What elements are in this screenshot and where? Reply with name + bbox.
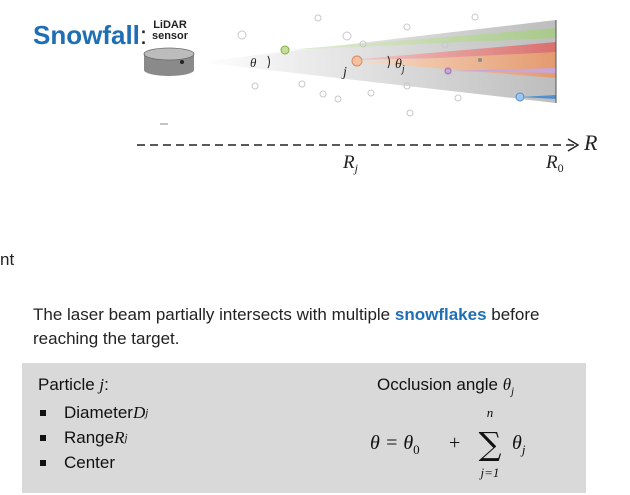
snowflake: [314, 14, 322, 22]
occlusion-formula: θ = θ0 + n ∑ j=1 θj: [370, 405, 526, 480]
snowflake: [406, 109, 414, 117]
theta-j-label: θj: [395, 57, 405, 75]
bullet-icon: [40, 459, 46, 466]
snowflake: [492, 27, 500, 35]
sum-sign: ∑: [479, 425, 502, 463]
bullet-icon: [40, 434, 46, 441]
lidar-sensor-icon: [143, 47, 195, 76]
snowflakes-highlight: snowflakes: [394, 305, 487, 324]
snowflake: [454, 94, 462, 102]
snowflake: [251, 82, 259, 90]
range-r0-label: R0: [545, 152, 564, 175]
snowflake-small: [478, 58, 482, 62]
beam-blue: [520, 95, 556, 99]
sensor-label-line1: LiDAR: [153, 19, 187, 31]
theta-label: θ: [250, 55, 257, 70]
snowflake-purple: [444, 67, 452, 75]
snowflakes: [237, 13, 500, 117]
snowflake: [471, 13, 479, 21]
list-item: Center: [40, 450, 148, 475]
snowflake: [367, 89, 375, 97]
particle-j-label: j: [341, 65, 347, 80]
range-rj-label: Rj: [342, 152, 359, 175]
occlusion-heading: Occlusion angle θj: [377, 375, 515, 398]
snowflake: [359, 40, 367, 48]
snowflake: [403, 82, 411, 90]
theta-arc: [267, 55, 270, 69]
formula-lhs: θ = θ0: [370, 432, 420, 457]
particle-heading: Particle j:: [38, 375, 109, 394]
bullet-icon: [40, 409, 46, 416]
sum-lower-limit: j=1: [479, 465, 500, 480]
beam-purple: [448, 68, 556, 73]
snowflake-green: [280, 45, 290, 55]
snowflake: [319, 90, 327, 98]
cropped-edge-text: nt: [0, 250, 15, 269]
snowflake: [298, 80, 306, 88]
snowflake-j: [351, 55, 363, 67]
formula-term: θj: [512, 432, 526, 457]
snowflake: [334, 95, 342, 103]
snowflake: [342, 31, 352, 41]
snowflake: [441, 41, 449, 49]
lidar-scene: θ θj j R Rj R0: [137, 13, 598, 175]
sensor-label: LiDAR sensor: [148, 20, 192, 42]
description-text: The laser beam partially intersects with…: [33, 305, 540, 348]
range-axis-arrowhead: [567, 138, 580, 152]
snowflake-blue: [515, 92, 525, 102]
sensor-label-line2: sensor: [151, 30, 189, 42]
formula-plus: +: [449, 432, 460, 454]
axis-r-label: R: [583, 130, 598, 155]
snowflake: [237, 30, 247, 40]
sum-upper-limit: n: [487, 405, 494, 420]
theta-j-arc: [387, 55, 390, 69]
snowflake: [403, 23, 411, 31]
beam-green: [285, 28, 556, 50]
diagram-title: Snowfall:: [33, 20, 148, 50]
